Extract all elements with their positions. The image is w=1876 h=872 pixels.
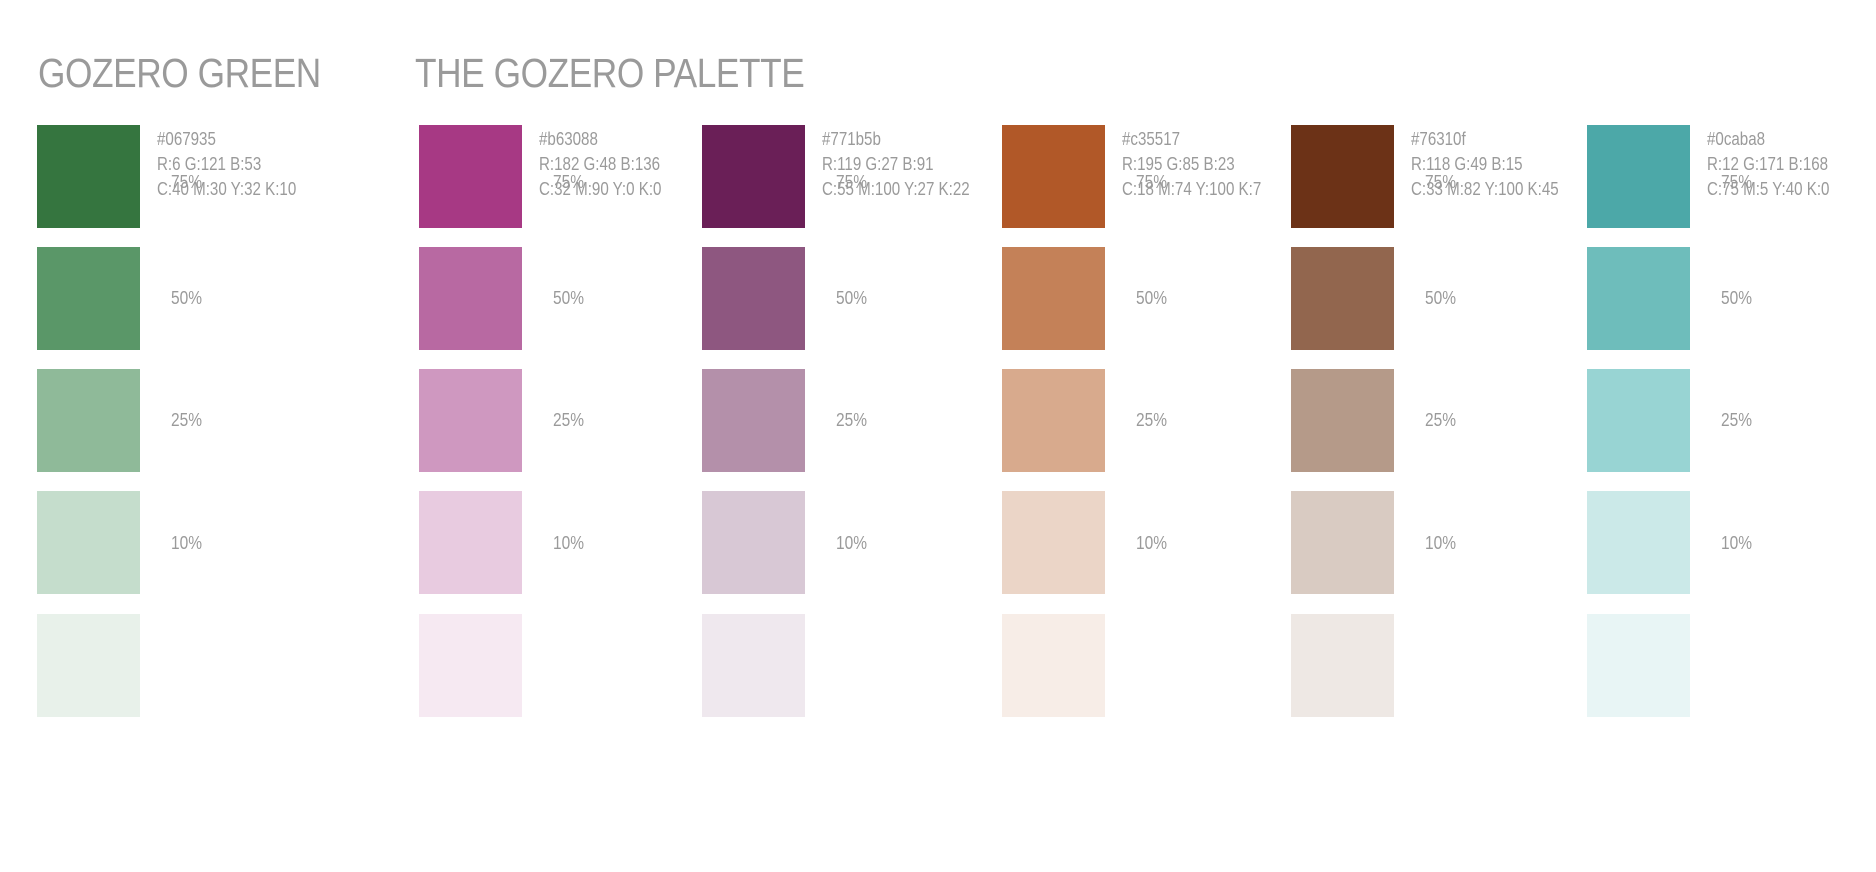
tint-percentage-label: 75% [836,172,867,192]
rgb-values: R:182 G:48 B:136 [539,154,661,174]
plum-tint-swatch [702,491,805,594]
tint-percentage-label: 10% [1136,533,1167,553]
orange-color-values: #c35517 R:195 G:85 B:23 C:18 M:74 Y:100 K:… [1122,127,1261,202]
tint-percentage-label: 10% [171,533,202,553]
gozero-green-tint-swatch [37,247,140,350]
tint-percentage-label: 50% [1721,288,1752,308]
teal-tint-swatch [1587,491,1690,594]
tint-percentage-label: 25% [836,410,867,430]
teal-tint-swatch [1587,614,1690,717]
cmyk-values: C:55 M:100 Y:27 K:22 [822,179,970,199]
plum-tint-swatch [702,369,805,472]
tint-percentage-label: 75% [1721,172,1752,192]
tint-percentage-label: 10% [1425,533,1456,553]
orange-color-column: #c35517 R:195 G:85 B:23 C:18 M:74 Y:100 K:… [1002,125,1292,725]
gozero-green-color-values: #067935 R:6 G:121 B:53 C:40 M:30 Y:32 K:10 [157,127,296,202]
brown-tint-swatch [1291,369,1394,472]
tint-percentage-label: 50% [1136,288,1167,308]
plum-color-column: #771b5b R:119 G:27 B:91 C:55 M:100 Y:27 K:… [702,125,992,725]
brown-tint-swatch [1291,247,1394,350]
tint-percentage-label: 10% [1721,533,1752,553]
tint-percentage-label: 25% [553,410,584,430]
orange-base-swatch [1002,125,1105,228]
rgb-values: R:195 G:85 B:23 [1122,154,1235,174]
cmyk-values: C:18 M:74 Y:100 K:7 [1122,179,1262,199]
tint-percentage-label: 50% [553,288,584,308]
tint-percentage-label: 25% [171,410,202,430]
gozero-green-tint-swatch [37,614,140,717]
hex-code: #b63088 [539,129,598,149]
tint-percentage-label: 10% [836,533,867,553]
rgb-values: R:12 G:171 B:168 [1707,154,1829,174]
gozero-palette-title: THE GOZERO PALETTE [415,50,805,96]
teal-color-values: #0caba8 R:12 G:171 B:168 C:75 M:5 Y:40 K:0 [1707,127,1829,202]
magenta-base-swatch [419,125,522,228]
tint-percentage-label: 25% [1425,410,1456,430]
tint-percentage-label: 75% [171,172,202,192]
teal-tint-swatch [1587,247,1690,350]
teal-tint-swatch [1587,369,1690,472]
tint-percentage-label: 50% [1425,288,1456,308]
cmyk-values: C:33 M:82 Y:100 K:45 [1411,179,1559,199]
gozero-green-title: GOZERO GREEN [38,50,321,96]
tint-percentage-label: 50% [171,288,202,308]
gozero-green-tint-swatch [37,369,140,472]
hex-code: #76310f [1411,129,1466,149]
magenta-tint-swatch [419,369,522,472]
orange-tint-swatch [1002,614,1105,717]
magenta-color-column: #b63088 R:182 G:48 B:136 C:32 M:90 Y:0 K:0… [419,125,709,725]
plum-tint-swatch [702,247,805,350]
orange-tint-swatch [1002,491,1105,594]
rgb-values: R:119 G:27 B:91 [822,154,934,174]
brown-tint-swatch [1291,614,1394,717]
rgb-values: R:6 G:121 B:53 [157,154,262,174]
orange-tint-swatch [1002,247,1105,350]
teal-base-swatch [1587,125,1690,228]
cmyk-values: C:32 M:90 Y:0 K:0 [539,179,662,199]
brown-base-swatch [1291,125,1394,228]
magenta-tint-swatch [419,614,522,717]
teal-color-column: #0caba8 R:12 G:171 B:168 C:75 M:5 Y:40 K:0… [1587,125,1876,725]
cmyk-values: C:40 M:30 Y:32 K:10 [157,179,297,199]
rgb-values: R:118 G:49 B:15 [1411,154,1523,174]
cmyk-values: C:75 M:5 Y:40 K:0 [1707,179,1830,199]
plum-tint-swatch [702,614,805,717]
gozero-green-tint-swatch [37,491,140,594]
magenta-tint-swatch [419,247,522,350]
magenta-tint-swatch [419,491,522,594]
gozero-green-color-column: #067935 R:6 G:121 B:53 C:40 M:30 Y:32 K:10… [37,125,327,725]
hex-code: #067935 [157,129,216,149]
tint-percentage-label: 75% [1136,172,1167,192]
orange-tint-swatch [1002,369,1105,472]
magenta-color-values: #b63088 R:182 G:48 B:136 C:32 M:90 Y:0 K:0 [539,127,661,202]
gozero-green-base-swatch [37,125,140,228]
brown-tint-swatch [1291,491,1394,594]
plum-base-swatch [702,125,805,228]
tint-percentage-label: 75% [1425,172,1456,192]
plum-color-values: #771b5b R:119 G:27 B:91 C:55 M:100 Y:27 K:… [822,127,970,202]
tint-percentage-label: 50% [836,288,867,308]
hex-code: #c35517 [1122,129,1181,149]
tint-percentage-label: 25% [1721,410,1752,430]
brown-color-column: #76310f R:118 G:49 B:15 C:33 M:82 Y:100 K:… [1291,125,1581,725]
tint-percentage-label: 10% [553,533,584,553]
tint-percentage-label: 25% [1136,410,1167,430]
hex-code: #771b5b [822,129,881,149]
hex-code: #0caba8 [1707,129,1766,149]
brown-color-values: #76310f R:118 G:49 B:15 C:33 M:82 Y:100 K:… [1411,127,1559,202]
tint-percentage-label: 75% [553,172,584,192]
